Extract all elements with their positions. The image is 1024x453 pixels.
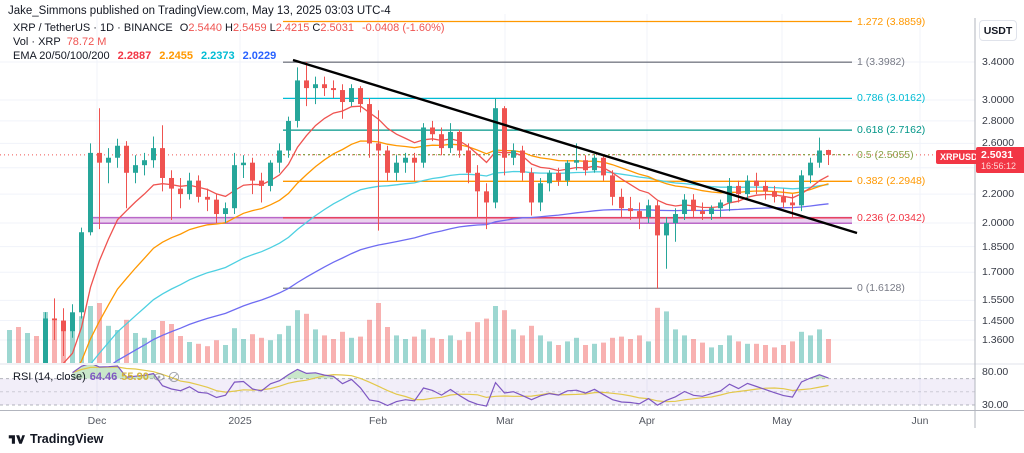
ohlc-letter: O [179,22,189,34]
price-axis-tick: 1.4500 [982,314,1015,327]
symbol-price-chip: XRPUSDT [936,150,988,164]
fib-level-label: 1 (3.3982) [857,56,905,69]
ohlc-letter: C [312,22,321,34]
ohlc-values: O2.5440 H2.5459 L2.4215 C2.5031 [177,21,354,35]
fib-level-label: 0 (1.6128) [857,282,905,295]
legend-symbol-row: XRP / TetherUS · 1D · BINANCE O2.5440 H2.… [13,21,445,35]
price-axis-tick: 2.2000 [982,188,1015,201]
fib-level-label: 0.236 (2.0342) [857,211,926,224]
time-axis-tick: Dec [87,415,107,427]
ema20-value: 2.2887 [117,50,152,62]
price-axis-tick: 1.3600 [982,333,1015,346]
tradingview-link[interactable]: TradingView [8,432,103,446]
rsi-value: 64.46 [89,371,118,383]
price-axis-tick: 2.0000 [982,217,1015,229]
last-price-badge: 2.5031 16:56:12 [976,147,1024,173]
ohlc-letter: L [269,22,276,34]
price-axis-tick: 1.7000 [982,266,1015,279]
ohlc-number: 2.4215 [275,22,310,34]
fib-level-label: 0.382 (2.2948) [857,175,926,188]
price-axis-tick: 2.8000 [982,114,1015,127]
ema-label: EMA 20/50/100/200 [13,50,110,62]
rsi-axis-tick: 30.00 [982,399,1009,411]
time-axis-tick: Jun [911,415,929,427]
fib-level-label: 1.272 (3.8859) [857,15,926,28]
hide-indicator-icon[interactable] [168,371,180,383]
rsi-axis-tick: 80.00 [982,366,1009,378]
fib-level-label: 0.5 (2.5055) [857,148,914,161]
legend-volume-row: Vol · XRP 78.72 M [13,35,445,49]
eye-icon[interactable] [153,371,165,383]
last-price-value: 2.5031 [981,149,1014,161]
legend-ema-row: EMA 20/50/100/200 2.2887 2.2455 2.2373 2… [13,49,445,63]
ema200-value: 2.0229 [242,50,277,62]
time-axis-tick: 2025 [228,415,252,427]
price-axis-tick: 3.4000 [982,56,1015,69]
tradingview-logo-icon [8,434,25,444]
rsi-legend: RSI (14, close) 64.46 55.90 [13,371,180,383]
change-value: -0.0408 (-1.60%) [361,22,445,34]
ema100-value: 2.2373 [200,50,235,62]
price-axis-tick: 2.6000 [982,137,1015,150]
fib-level-label: 0.786 (3.0162) [857,92,926,105]
volume-label: Vol · XRP [13,36,61,48]
rsi-indicator-name: RSI (14, close) [13,371,86,383]
bar-countdown: 16:56:12 [981,161,1017,171]
ohlc-number: 2.5459 [232,22,267,34]
time-axis-tick: Mar [495,415,515,427]
time-axis-tick: May [772,415,792,427]
currency-toggle-button[interactable]: USDT [979,20,1017,41]
rsi-ma-value: 55.90 [121,371,149,383]
price-axis-tick: 1.5500 [982,294,1015,307]
ohlc-letter: H [224,22,233,34]
ohlc-number: 2.5031 [320,22,354,34]
time-axis-tick: Apr [638,415,656,427]
attribution-text: Jake_Simmons published on TradingView.co… [8,5,391,17]
time-axis-tick: Feb [368,415,388,427]
volume-value: 78.72 M [66,36,107,48]
fib-level-label: 0.618 (2.7162) [857,124,926,137]
symbol-title: XRP / TetherUS · 1D · BINANCE [13,22,173,34]
tradingview-label: TradingView [30,432,104,446]
ohlc-number: 2.5440 [188,22,222,34]
price-axis-tick: 1.8500 [982,240,1015,253]
ema50-value: 2.2455 [159,50,193,62]
chart-legend: XRP / TetherUS · 1D · BINANCE O2.5440 H2.… [13,21,445,63]
price-axis-tick: 3.0000 [982,94,1015,106]
